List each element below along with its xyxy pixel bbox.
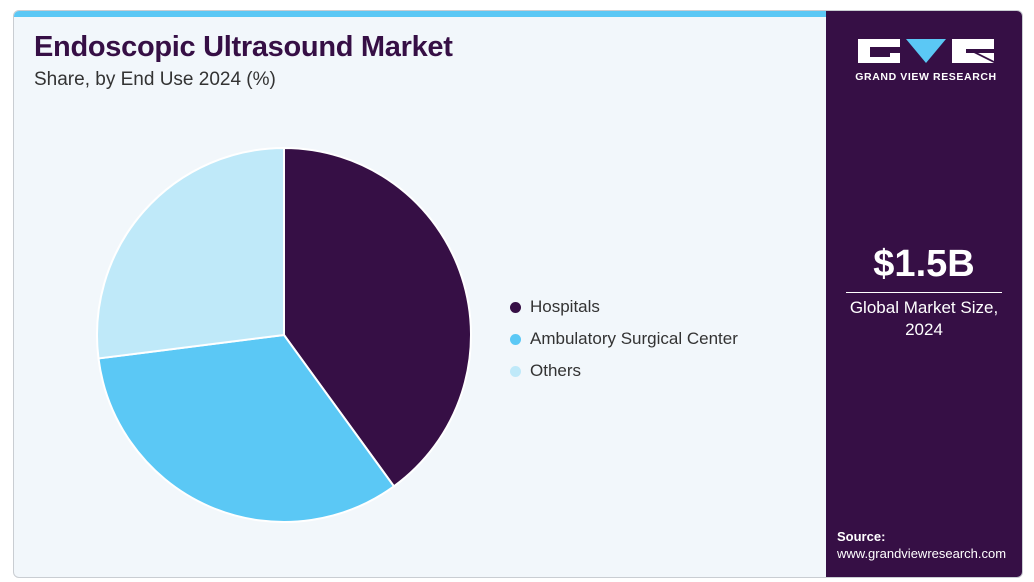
pie-slice-others	[96, 146, 285, 360]
brand-name: GRAND VIEW RESEARCH	[855, 71, 997, 83]
legend-swatch	[510, 301, 521, 313]
legend-swatch	[510, 365, 521, 377]
legend-swatch	[510, 333, 521, 345]
chart-subtitle: Share, by End Use 2024 (%)	[34, 69, 276, 90]
logo-icon	[858, 39, 994, 63]
market-size-value: $1.5B	[873, 243, 975, 285]
legend-label: Others	[530, 361, 582, 380]
brand-logo: GRAND VIEW RESEARCH	[854, 37, 998, 83]
market-size-label: Global Market Size, 2024	[849, 298, 999, 339]
legend-item: Ambulatory Surgical Center	[510, 323, 738, 355]
info-sidebar: GRAND VIEW RESEARCH $1.5B Global Market …	[826, 11, 1022, 577]
chart-panel: Endoscopic Ultrasound Market Share, by E…	[14, 11, 826, 577]
pie-chart	[96, 146, 472, 523]
chart-legend: Hospitals Ambulatory Surgical Center Other…	[510, 291, 738, 387]
pie-slice-hospitals	[283, 146, 472, 488]
legend-label: Ambulatory Surgical Center	[530, 329, 738, 348]
source-link[interactable]: www.grandviewresearch.com	[837, 546, 1007, 561]
divider	[846, 292, 1002, 293]
legend-item: Others	[510, 355, 738, 387]
legend-item: Hospitals	[510, 291, 738, 323]
chart-card: Endoscopic Ultrasound Market Share, by E…	[13, 10, 1023, 578]
chart-title: Endoscopic Ultrasound Market	[34, 31, 453, 63]
accent-bar	[14, 11, 826, 17]
legend-label: Hospitals	[530, 297, 600, 316]
source-label: Source:	[837, 529, 886, 544]
pie-slice-ambulatory-surgical-center	[97, 333, 396, 523]
